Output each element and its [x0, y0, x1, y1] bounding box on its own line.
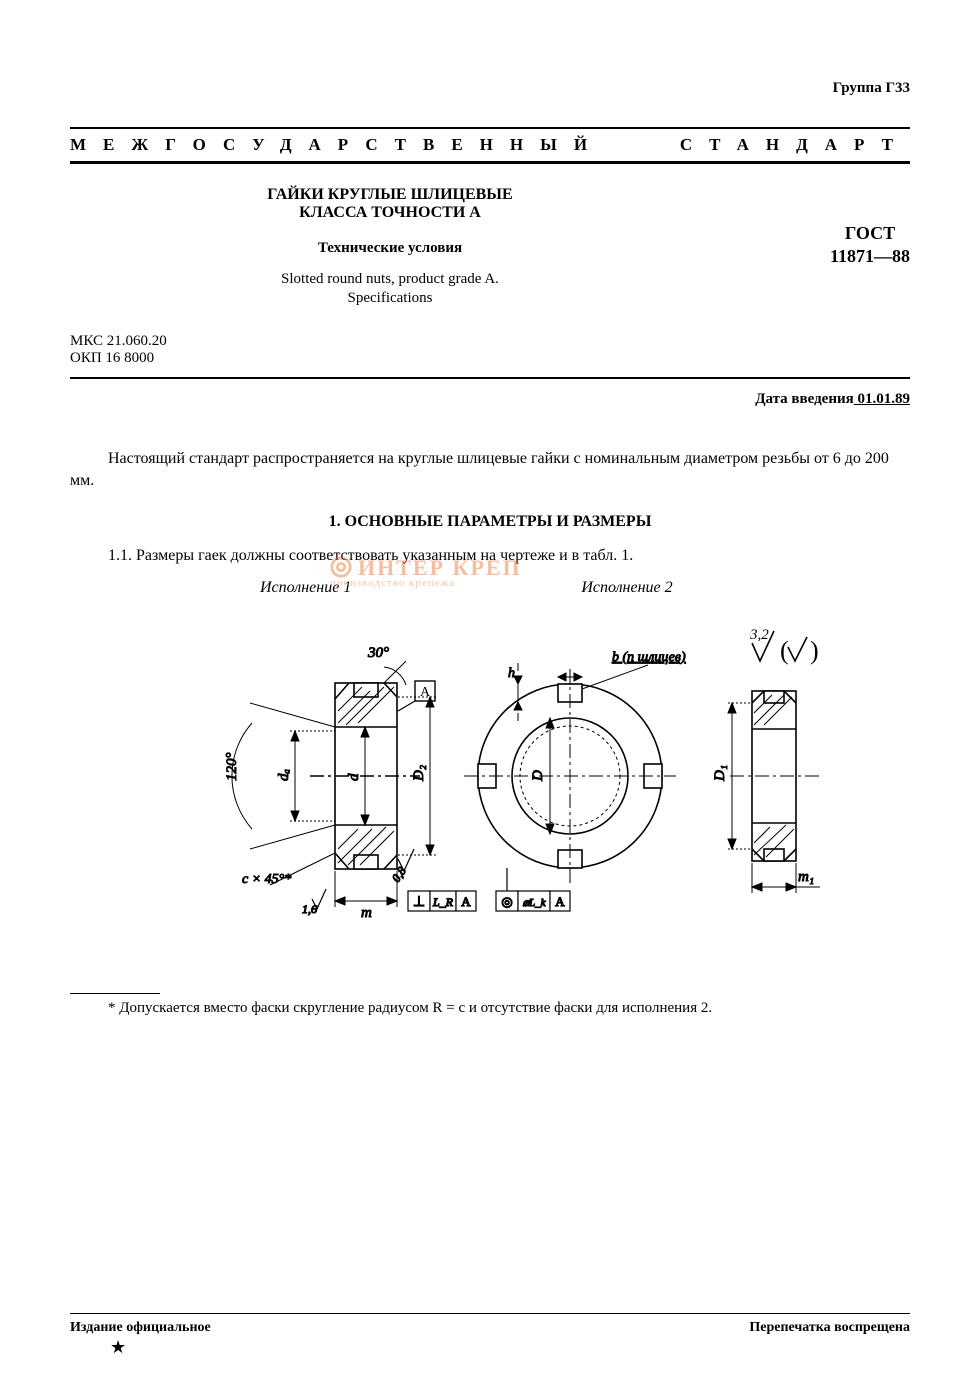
footer-left: Издание официальное [70, 1320, 211, 1336]
classification-codes: МКС 21.060.20 ОКП 16 8000 [70, 333, 910, 367]
dim-d2-label: D₂ [411, 765, 427, 782]
view-section-variant2 [730, 691, 820, 861]
dim-h-label: h [508, 666, 515, 681]
dim-D1-label: D₁ [712, 765, 728, 782]
group-label: Группа Г33 [70, 80, 910, 97]
dim-D: D [530, 718, 554, 834]
dim-m: m [335, 871, 397, 921]
gtol-perp-val: L_R [432, 895, 454, 909]
gost-number: 11871—88 [830, 245, 910, 268]
standard-banner: МЕЖГОСУДАРСТВЕННЫЙ СТАНДАРТ [70, 127, 910, 164]
chamfer-label: c × 45°* [242, 872, 291, 887]
surf-32-label: 3,2 [749, 627, 769, 643]
surf-16-label: 1,6 [302, 902, 317, 916]
dim-da: dₐ [276, 731, 335, 821]
gtol-perp: ⊥ L_R A [408, 891, 476, 911]
scope-paragraph: Настоящий стандарт распространяется на к… [70, 448, 910, 491]
angle-30: 30° [367, 645, 406, 685]
technical-drawing: A 30° 120° c × 45°* [70, 603, 910, 933]
section-1-title: 1. ОСНОВНЫЕ ПАРАМЕТРЫ И РАЗМЕРЫ [70, 513, 910, 531]
watermark-icon [330, 556, 352, 578]
gtol-runout-datum: A [555, 894, 565, 909]
subtitle-en-line2: Specifications [0, 290, 910, 307]
mks-code: МКС 21.060.20 [70, 333, 910, 350]
date-introduction: Дата введения 01.01.89 [70, 391, 910, 408]
footer: Издание официальное Перепечатка воспреще… [70, 1313, 910, 1336]
dim-h: h [508, 663, 522, 721]
subtitle-en-line1: Slotted round nuts, product grade A. [0, 271, 910, 288]
drawing-svg: A 30° 120° c × 45°* [140, 603, 840, 933]
angle-120-label: 120° [224, 753, 240, 782]
title-line1: ГАЙКИ КРУГЛЫЕ ШЛИЦЕВЫЕ [0, 186, 910, 204]
header-block: ГАЙКИ КРУГЛЫЕ ШЛИЦЕВЫЕ КЛАССА ТОЧНОСТИ А… [70, 164, 910, 379]
dim-m1-label: m₁ [798, 869, 814, 885]
svg-text:◎: ◎ [501, 894, 512, 909]
watermark: ИНТЕР КРЕП производство крепежа [330, 555, 522, 589]
footer-right: Перепечатка воспрещена [749, 1320, 910, 1336]
svg-text:(: ( [780, 636, 789, 665]
surface-3-2: 3,2 ( ) [749, 627, 819, 665]
view-front [464, 669, 676, 883]
gtol-perp-datum: A [461, 894, 471, 909]
gost-label: ГОСТ [830, 222, 910, 245]
svg-text:): ) [810, 636, 819, 665]
footnote-rule [70, 993, 160, 994]
dim-d-label: d [346, 773, 362, 781]
variant-2-label: Исполнение 2 [581, 579, 672, 597]
dim-m-label: m [361, 905, 372, 921]
label-b: b (n шлицев) [612, 650, 686, 665]
surface-0-8: 0,8 [389, 849, 414, 885]
gost-block: ГОСТ 11871—88 [830, 222, 910, 269]
dim-D-label: D [530, 770, 546, 782]
dim-m1: m₁ [752, 863, 820, 893]
gtol-runout: ◎ ⌀L_k A [496, 868, 570, 911]
chamfer-c45: c × 45°* [242, 853, 335, 887]
label-b-slots: b (n шлицев) [558, 650, 686, 689]
date-intro-label: Дата введения [755, 391, 854, 407]
svg-text:⊥: ⊥ [413, 895, 425, 910]
title-line2: КЛАССА ТОЧНОСТИ А [0, 204, 910, 222]
gtol-runout-val: ⌀L_k [522, 897, 546, 909]
footer-star-icon: ★ [110, 1337, 126, 1358]
angle-30-label: 30° [367, 645, 389, 661]
dim-D1: D₁ [712, 703, 752, 849]
footnote: * Допускается вместо фаски скругление ра… [70, 1000, 910, 1017]
surface-1-6: 1,6 [302, 889, 326, 916]
okp-code: ОКП 16 8000 [70, 350, 910, 367]
subtitle-ru: Технические условия [0, 240, 910, 257]
date-intro-value: 01.01.89 [854, 391, 910, 407]
dim-da-label: dₐ [276, 769, 292, 781]
